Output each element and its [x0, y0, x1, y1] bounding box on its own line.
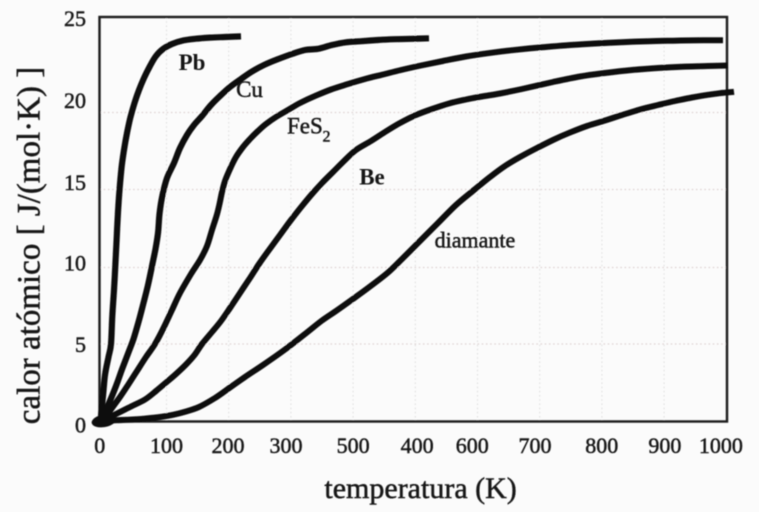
svg-text:0: 0 [75, 413, 86, 438]
svg-text:900: 900 [648, 433, 681, 458]
svg-text:diamante: diamante [435, 228, 516, 253]
svg-text:700: 700 [519, 433, 552, 458]
svg-text:100: 100 [150, 433, 183, 458]
svg-text:500: 500 [337, 433, 370, 458]
svg-text:FeS: FeS [287, 114, 323, 139]
svg-text:Cu: Cu [236, 77, 263, 102]
svg-text:1000: 1000 [699, 433, 743, 458]
svg-text:0: 0 [94, 433, 105, 458]
svg-text:200: 200 [212, 433, 245, 458]
svg-text:Be: Be [359, 165, 385, 190]
svg-text:calor atómico [ J/(mol·K) ]: calor atómico [ J/(mol·K) ] [12, 67, 48, 424]
svg-text:800: 800 [585, 433, 618, 458]
svg-text:2: 2 [323, 129, 331, 146]
svg-text:300: 300 [270, 433, 303, 458]
svg-text:15: 15 [64, 170, 86, 195]
svg-text:Pb: Pb [179, 50, 206, 75]
svg-text:20: 20 [64, 88, 86, 113]
svg-text:5: 5 [75, 332, 86, 357]
svg-text:temperatura (K): temperatura (K) [324, 472, 516, 505]
svg-text:400: 400 [401, 433, 434, 458]
svg-text:25: 25 [64, 6, 86, 31]
svg-text:600: 600 [456, 433, 489, 458]
svg-text:10: 10 [64, 251, 86, 276]
